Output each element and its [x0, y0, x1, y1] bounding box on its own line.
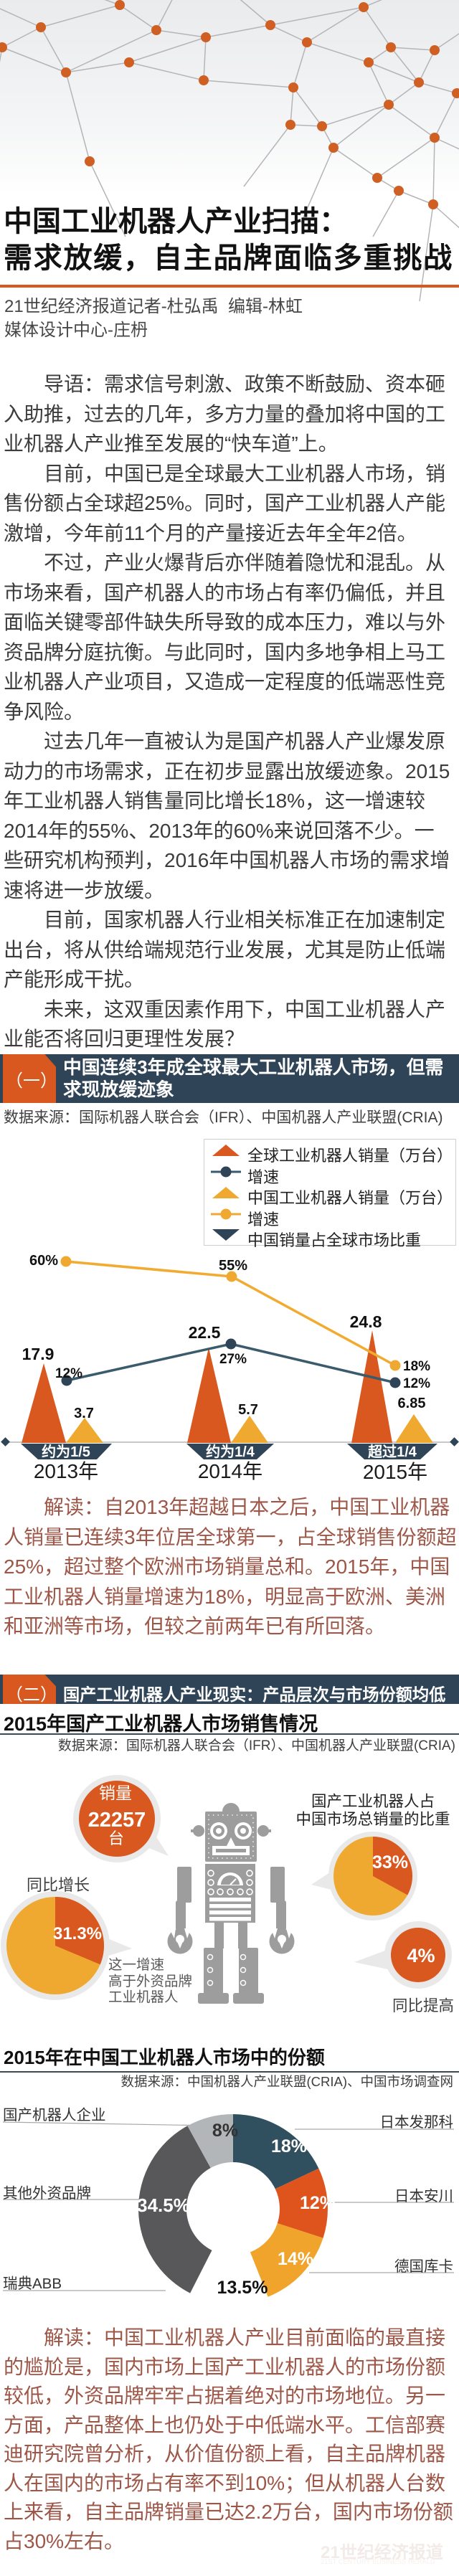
svg-text:18%: 18%	[271, 2136, 307, 2156]
svg-text:台: 台	[108, 1829, 124, 1847]
svg-text:8%: 8%	[212, 2121, 238, 2141]
svg-text:14%: 14%	[278, 2249, 313, 2269]
svg-text:2013年: 2013年	[34, 1460, 98, 1482]
svg-text:4%: 4%	[407, 1945, 435, 1966]
svg-text:销量: 销量	[99, 1784, 132, 1802]
svg-text:3.7: 3.7	[74, 1406, 94, 1421]
svg-text:24.8: 24.8	[350, 1312, 382, 1331]
svg-text:超过1/4: 超过1/4	[367, 1443, 417, 1460]
svg-text:34.5%: 34.5%	[137, 2194, 190, 2216]
svg-text:22.5: 22.5	[189, 1323, 221, 1342]
svg-text:12%: 12%	[300, 2193, 336, 2213]
svg-text:5.7: 5.7	[238, 1402, 258, 1418]
svg-text:约为1/5: 约为1/5	[42, 1443, 90, 1460]
svg-text:17.9: 17.9	[22, 1345, 55, 1363]
svg-text:18%: 18%	[403, 1359, 430, 1374]
svg-text:12%: 12%	[403, 1376, 430, 1391]
svg-text:2014年: 2014年	[198, 1460, 262, 1482]
svg-text:33%: 33%	[372, 1852, 408, 1872]
svg-text:12%: 12%	[55, 1366, 82, 1381]
svg-text:6.85: 6.85	[398, 1396, 426, 1411]
svg-text:27%: 27%	[219, 1352, 247, 1367]
svg-text:2015年: 2015年	[363, 1461, 427, 1483]
svg-text:55%: 55%	[219, 1258, 247, 1274]
svg-text:13.5%: 13.5%	[217, 2278, 268, 2298]
svg-text:约为1/4: 约为1/4	[206, 1443, 255, 1460]
svg-text:22257: 22257	[88, 1809, 146, 1832]
svg-text:31.3%: 31.3%	[53, 1924, 102, 1943]
svg-text:60%: 60%	[29, 1253, 58, 1269]
